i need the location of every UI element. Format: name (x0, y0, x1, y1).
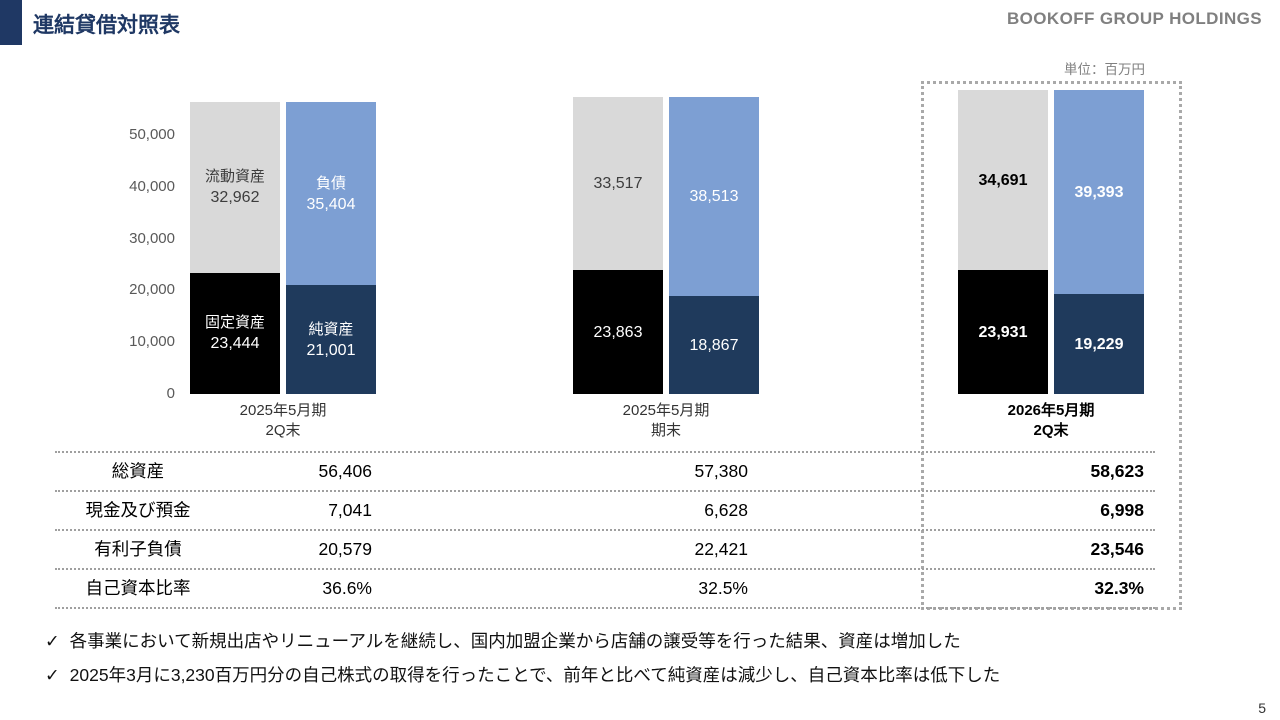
row-value: 36.6% (322, 578, 372, 598)
bar-segment-liabilities: 負債 35,404 (286, 101, 376, 286)
row-value-highlighted: 32.3% (1094, 578, 1144, 598)
segment-value: 34,691 (978, 171, 1028, 189)
note-text: 各事業において新規出店やリニューアルを継続し、国内加盟企業から店舗の譲受等を行っ… (69, 631, 961, 651)
table-row: 現金及び預金 7,041 6,628 6,998 (55, 492, 1155, 531)
row-value-highlighted: 6,998 (1100, 500, 1144, 520)
page-title: 連結貸借対照表 (33, 14, 180, 37)
row-label: 有利子負債 (94, 539, 182, 559)
segment-value: 32,962 (210, 189, 260, 207)
checkmark-icon: ✓ (45, 665, 60, 685)
bar-segment-net-assets: 18,867 (669, 296, 759, 394)
bar-segment-net-assets: 純資産 21,001 (286, 285, 376, 394)
y-axis-tick-label: 20,000 (129, 281, 175, 299)
segment-value: 19,229 (1074, 335, 1124, 353)
bar-segment-liabilities: 38,513 (669, 96, 759, 297)
note-item: ✓ 2025年3月に3,230百万円分の自己株式の取得を行ったことで、前年と比べて… (45, 663, 1000, 688)
segment-value: 21,001 (306, 341, 356, 359)
segment-value: 35,404 (306, 195, 356, 213)
row-value: 6,628 (704, 500, 748, 520)
row-value-highlighted: 23,546 (1090, 539, 1144, 559)
brand-logo-text: BOOKOFF GROUP HOLDINGS (1007, 9, 1262, 28)
unit-label: 単位：百万円 (1064, 62, 1145, 77)
y-axis-tick-label: 0 (166, 385, 175, 402)
bar-segment-fixed-assets: 固定資産 23,444 (190, 272, 280, 394)
bar-segment-net-assets: 19,229 (1054, 294, 1144, 394)
segment-label: 流動資産 (204, 168, 265, 186)
y-axis-tick-label: 40,000 (129, 177, 175, 195)
table-row: 自己資本比率 36.6% 32.5% 32.3% (55, 570, 1155, 609)
row-value: 7,041 (328, 500, 372, 520)
note-item: ✓ 各事業において新規出店やリニューアルを継続し、国内加盟企業から店舗の譲受等を行… (45, 629, 1000, 654)
bar-segment-current-assets: 33,517 (573, 96, 663, 271)
segment-value: 23,863 (593, 323, 643, 341)
row-value-highlighted: 58,623 (1090, 461, 1144, 481)
segment-value: 33,517 (593, 175, 643, 193)
row-label: 総資産 (111, 461, 165, 481)
financial-table: 総資産 56,406 57,380 58,623 現金及び預金 7,041 6,… (55, 451, 1155, 609)
page-number: 5 (1258, 700, 1266, 716)
segment-label: 負債 (315, 174, 346, 192)
row-label: 自己資本比率 (85, 578, 191, 598)
segment-value: 23,931 (978, 323, 1028, 341)
row-value: 56,406 (318, 461, 372, 481)
segment-label: 固定資産 (204, 314, 265, 332)
table-row: 総資産 56,406 57,380 58,623 (55, 453, 1155, 492)
note-text: 2025年3月に3,230百万円分の自己株式の取得を行ったことで、前年と比べて純… (69, 665, 1001, 685)
segment-value: 23,444 (210, 335, 260, 353)
table-row: 有利子負債 20,579 22,421 23,546 (55, 531, 1155, 570)
row-value: 32.5% (698, 578, 748, 598)
title-accent-bar (0, 0, 22, 45)
y-axis-tick-label: 10,000 (129, 333, 175, 351)
row-value: 57,380 (694, 461, 748, 481)
bar-segment-fixed-assets: 23,863 (573, 270, 663, 394)
segment-value: 18,867 (689, 336, 739, 354)
row-label: 現金及び預金 (85, 500, 191, 520)
bar-segment-liabilities: 39,393 (1054, 90, 1144, 295)
x-axis-group-label: 2025年5月期 2Q末 (239, 402, 327, 439)
bar-segment-current-assets: 流動資産 32,962 (190, 101, 280, 273)
row-value: 22,421 (694, 539, 748, 559)
y-axis-tick-label: 50,000 (129, 126, 175, 143)
y-axis-tick-label: 30,000 (129, 229, 175, 247)
x-axis-group-label: 2025年5月期 期末 (622, 402, 710, 439)
bar-segment-fixed-assets: 23,931 (958, 270, 1048, 394)
x-axis-group-label: 2026年5月期 2Q末 (1007, 402, 1095, 439)
checkmark-icon: ✓ (45, 631, 60, 651)
segment-value: 39,393 (1074, 183, 1124, 201)
segment-label: 純資産 (308, 320, 354, 338)
bar-segment-current-assets: 34,691 (958, 90, 1048, 271)
notes-section: ✓ 各事業において新規出店やリニューアルを継続し、国内加盟企業から店舗の譲受等を行… (45, 629, 1000, 697)
segment-value: 38,513 (689, 188, 739, 205)
row-value: 20,579 (318, 539, 372, 559)
